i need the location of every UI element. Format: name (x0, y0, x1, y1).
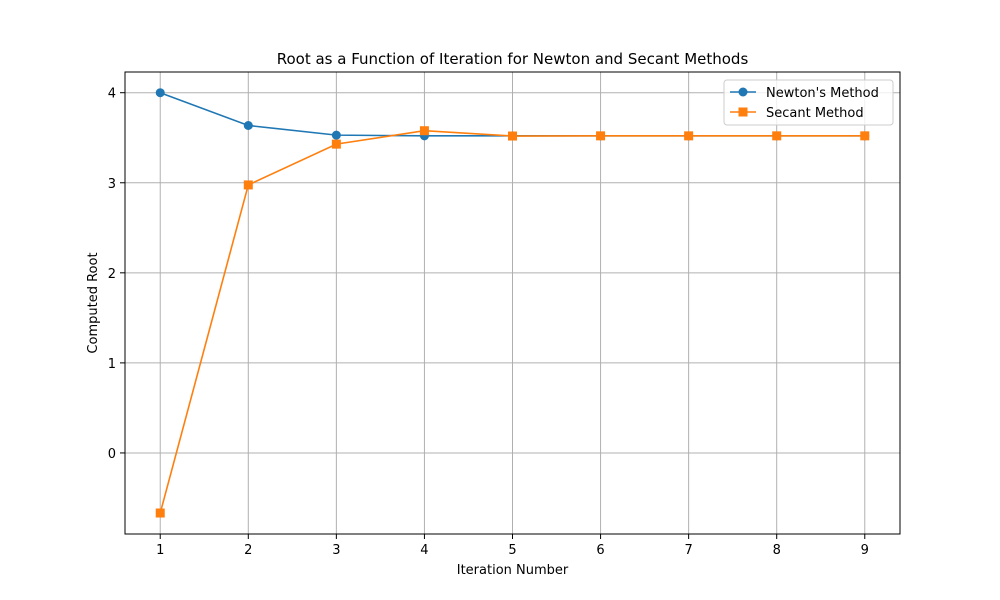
chart-title: Root as a Function of Iteration for Newt… (277, 50, 749, 68)
secant-data-point (596, 131, 606, 141)
secant-data-point (243, 180, 253, 190)
y-axis-title: Computed Root (86, 252, 101, 353)
series-layer (155, 88, 870, 518)
x-axis-title: Iteration Number (457, 563, 569, 578)
secant-data-point (860, 131, 870, 141)
secant-data-point (508, 131, 517, 141)
secant-data-point (331, 139, 341, 149)
x-tick-label: 8 (773, 543, 781, 558)
legend-label-secant: Secant Method (766, 106, 864, 121)
legend-marker-newton (738, 87, 748, 97)
legend-label-newton: Newton's Method (766, 86, 879, 101)
secant-data-point (419, 126, 429, 136)
y-tick-label: 3 (108, 177, 116, 192)
x-tick-label: 7 (684, 543, 692, 558)
y-tick-label: 0 (108, 447, 116, 462)
secant-data-point (155, 508, 165, 518)
legend-marker-secant (738, 107, 748, 117)
y-tick-label: 1 (108, 357, 116, 372)
x-tick-label: 5 (508, 543, 516, 558)
y-tick-label: 2 (108, 267, 116, 282)
legend-box (723, 79, 894, 126)
x-axis: 1 2 3 4 5 6 7 8 9 (156, 534, 869, 558)
x-tick-label: 2 (244, 543, 252, 558)
x-tick-label: 1 (156, 543, 164, 558)
x-tick-label: 6 (596, 543, 604, 558)
newton-data-point (155, 88, 165, 98)
secant-data-point (772, 131, 782, 141)
x-tick-label: 9 (861, 543, 869, 558)
newton-data-point (243, 120, 253, 130)
x-tick-label: 3 (332, 543, 340, 558)
newton-data-point (331, 130, 341, 140)
grid (125, 72, 900, 534)
secant-data-point (684, 131, 694, 141)
y-axis: 0 1 2 3 4 (108, 87, 125, 462)
y-tick-label: 4 (108, 87, 116, 102)
legend: Newton's Method Secant Method (723, 79, 894, 126)
x-tick-label: 4 (420, 543, 428, 558)
